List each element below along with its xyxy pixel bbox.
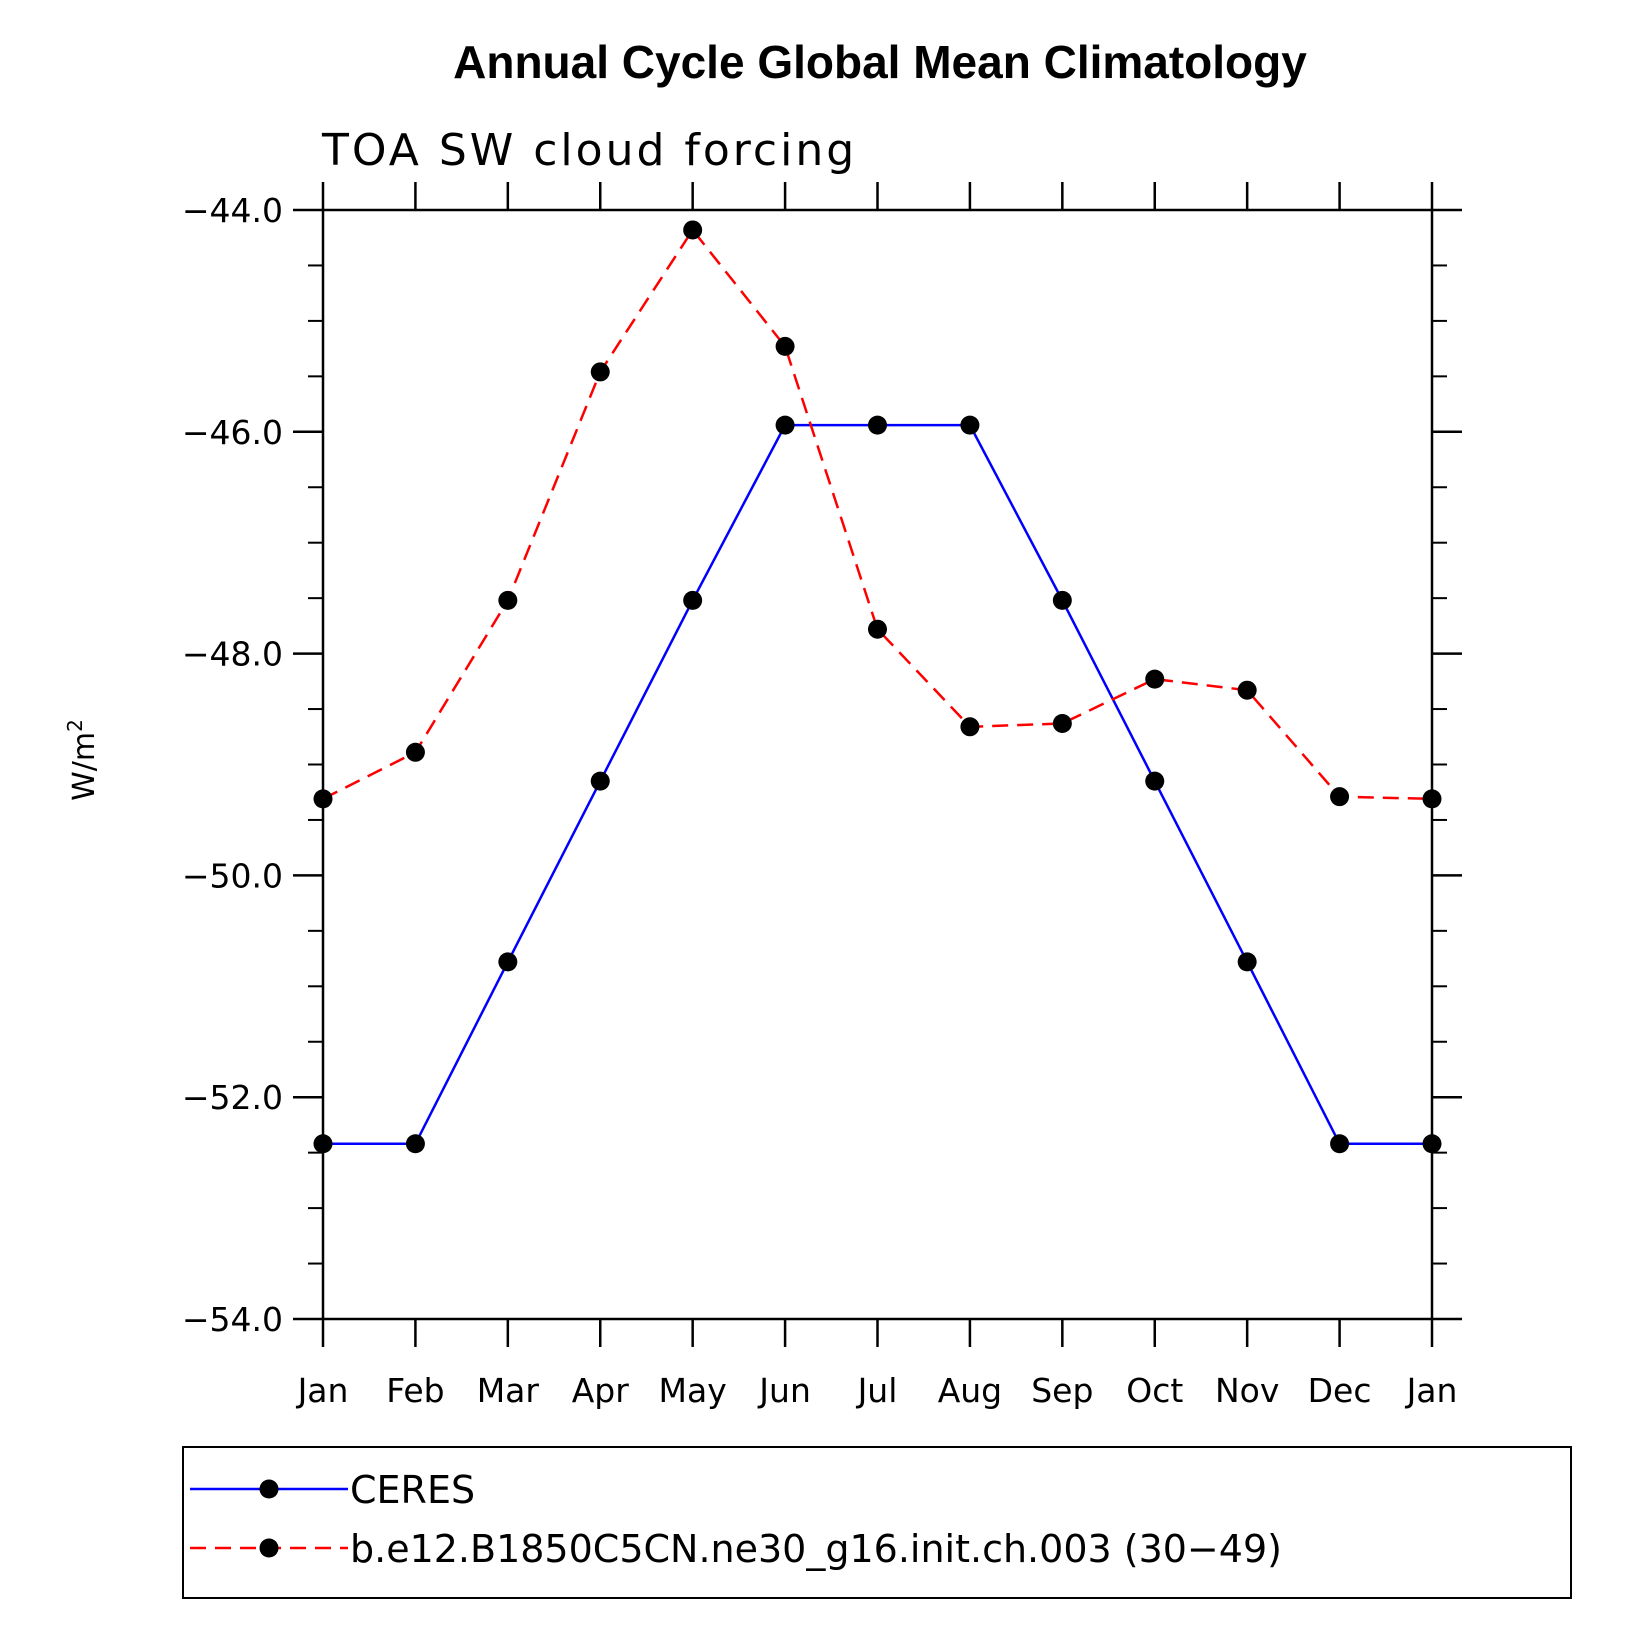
x-tick-label: Nov	[1215, 1371, 1279, 1410]
y-axis-label-base: W/m	[67, 732, 102, 801]
y-tick-label: −46.0	[182, 413, 283, 452]
legend-marker-1	[259, 1479, 279, 1499]
x-tick-label: Aug	[938, 1371, 1002, 1410]
series-2-point	[405, 742, 425, 762]
legend-label-1: CERES	[350, 1468, 475, 1512]
x-tick-label: May	[659, 1371, 727, 1410]
series-2-point	[960, 717, 980, 737]
x-tick-label: Mar	[477, 1371, 540, 1410]
series-1-point	[498, 952, 518, 972]
series-2-point	[590, 362, 610, 382]
x-tick-label: Jan	[1405, 1371, 1458, 1410]
y-tick-label: −48.0	[182, 635, 283, 674]
series-layer	[313, 220, 1442, 1154]
y-tick-label: −50.0	[182, 856, 283, 895]
x-tick-label: Dec	[1308, 1371, 1372, 1410]
series-1-point	[868, 415, 887, 435]
series-line-1	[323, 423, 1432, 1146]
series-2-point	[1145, 669, 1165, 689]
legend: CERES b.e12.B1850C5CN.ne30_g16.init.ch.00…	[182, 1446, 1572, 1599]
x-tick-label: Oct	[1126, 1371, 1183, 1410]
axes	[321, 208, 1434, 1321]
series-1-point	[1237, 952, 1257, 972]
series-2-point	[683, 220, 703, 240]
x-tick-label: Jan	[296, 1371, 349, 1410]
legend-marker-2	[259, 1538, 279, 1558]
series-2-point	[1237, 680, 1257, 700]
axis-ticks: −44.0 −46.0 −48.0 −50.0 −52.0 −54.0 Jan Feb Mar A…	[182, 182, 1462, 1410]
chart-subtitle: TOA SW cloud forcing	[321, 125, 857, 176]
series-1-point	[960, 415, 980, 435]
x-tick-label: Feb	[386, 1371, 444, 1410]
y-tick-label: −44.0	[182, 191, 283, 230]
series-2-point	[775, 336, 795, 356]
series-2-point	[1330, 787, 1350, 807]
series-1-point	[313, 1134, 333, 1154]
y-tick-label: −52.0	[182, 1078, 283, 1117]
x-tick-label: Jul	[856, 1371, 898, 1410]
series-2-point	[868, 619, 887, 639]
series-1-point	[1330, 1134, 1350, 1154]
series-2-point	[1422, 789, 1442, 809]
series-2-point	[313, 789, 333, 809]
series-2-point	[498, 590, 518, 610]
x-tick-label: Jun	[757, 1371, 811, 1410]
legend-box	[182, 1446, 1572, 1599]
series-1-point	[405, 1134, 425, 1154]
y-tick-label: −54.0	[182, 1300, 283, 1339]
series-1-point	[590, 771, 610, 791]
x-tick-label: Apr	[572, 1371, 630, 1410]
svg-text:W/m2: W/m2	[63, 719, 102, 801]
series-1-point	[1422, 1134, 1442, 1154]
series-1-point	[1052, 590, 1072, 610]
series-1-point	[683, 590, 703, 610]
y-axis-label: W/m2	[63, 719, 102, 801]
x-tick-label: Sep	[1031, 1371, 1093, 1410]
plot-frame	[321, 208, 1434, 1321]
series-line-2	[322, 227, 1433, 801]
series-1-point	[775, 415, 795, 435]
y-axis-label-sup: 2	[63, 719, 87, 732]
series-1-point	[1145, 771, 1165, 791]
chart-title: Annual Cycle Global Mean Climatology	[453, 36, 1307, 88]
series-2-point	[1052, 713, 1072, 733]
legend-label-2: b.e12.B1850C5CN.ne30_g16.init.ch.003 (30…	[350, 1527, 1282, 1571]
